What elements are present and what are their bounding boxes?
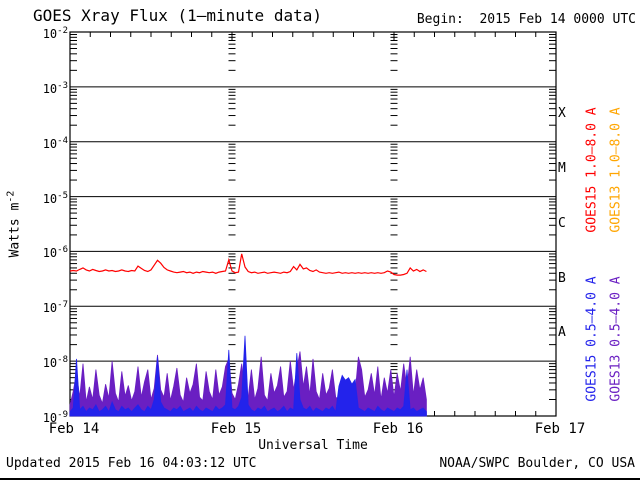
legend-goes13-short: GOES13 0.5–4.0 A [608, 276, 624, 402]
flare-class-m: M [558, 161, 566, 176]
x-axis-title: Universal Time [258, 438, 368, 453]
x-tick-feb15: Feb 15 [210, 421, 262, 437]
flare-class-c: C [558, 216, 566, 231]
window-bottom-edge [0, 478, 640, 480]
flare-class-b: B [558, 271, 566, 286]
x-tick-feb14: Feb 14 [48, 421, 100, 437]
x-tick-feb17: Feb 17 [534, 421, 586, 437]
legend-goes15-long: GOES15 1.0–8.0 A [584, 107, 600, 233]
updated-timestamp: Updated 2015 Feb 16 04:03:12 UTC [6, 456, 257, 471]
y-tick-1e-4: 10-4 [42, 136, 68, 151]
y-tick-1e-2: 10-2 [42, 26, 68, 41]
y-tick-1e-9: 10-9 [42, 410, 68, 425]
begin-time-label: Begin: 2015 Feb 14 0000 UTC [416, 12, 636, 27]
flare-class-x: X [558, 106, 566, 121]
y-tick-1e-8: 10-8 [42, 355, 68, 370]
y-tick-1e-6: 10-6 [42, 245, 68, 260]
x-tick-feb16: Feb 16 [372, 421, 424, 437]
source-attribution: NOAA/SWPC Boulder, CO USA [439, 456, 635, 471]
legend-goes15-short: GOES15 0.5–4.0 A [584, 276, 600, 402]
y-tick-1e-5: 10-5 [42, 191, 68, 206]
legend-goes13-long: GOES13 1.0–8.0 A [608, 107, 624, 233]
y-tick-1e-3: 10-3 [42, 81, 68, 96]
y-axis-title: Watts m-2 [5, 190, 23, 258]
page-title: GOES Xray Flux (1–minute data) [33, 6, 322, 25]
y-tick-1e-7: 10-7 [42, 300, 68, 315]
flare-class-a: A [558, 325, 566, 340]
